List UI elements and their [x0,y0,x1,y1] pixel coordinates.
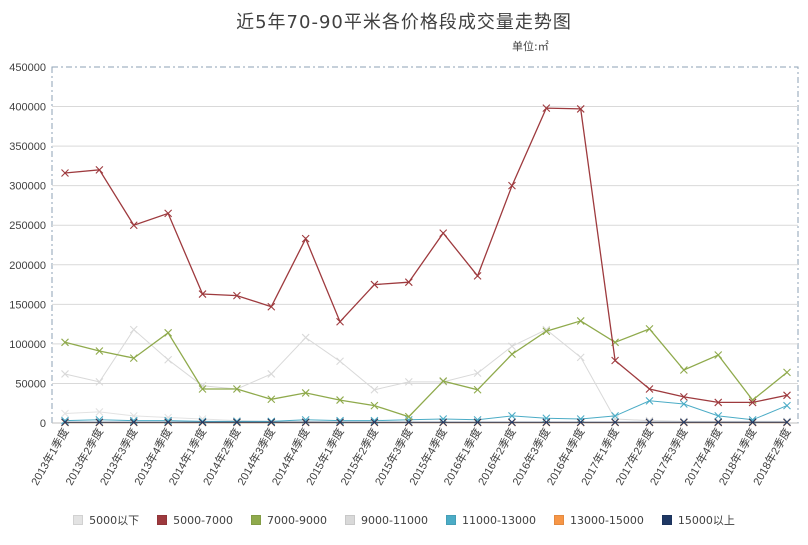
legend-swatch [251,515,261,525]
legend-item: 7000-9000 [251,512,327,528]
legend-swatch [446,515,456,525]
data-point-marker [680,366,687,373]
legend-item: 15000以上 [662,512,735,528]
legend-label: 9000-11000 [361,514,428,527]
series-line [65,108,787,402]
data-point-marker [715,351,722,358]
data-point-marker [474,370,481,377]
data-point-marker [302,235,309,242]
data-point-marker [784,369,791,376]
data-point-marker [337,318,344,325]
data-point-marker [508,351,515,358]
chart-legend: 5000以下 5000-7000 7000-9000 9000-11000 11000-… [0,512,808,528]
y-tick-label: 150000 [9,299,46,311]
legend-swatch [73,515,83,525]
y-tick-label: 50000 [15,378,46,390]
data-point-marker [165,329,172,336]
y-tick-label: 350000 [9,141,46,153]
y-tick-label: 0 [40,418,46,430]
series-line [65,401,787,422]
y-tick-label: 200000 [9,260,46,272]
legend-item: 11000-13000 [446,512,536,528]
y-tick-label: 450000 [9,62,46,74]
data-point-marker [474,272,481,279]
y-tick-label: 100000 [9,339,46,351]
legend-label: 11000-13000 [462,514,536,527]
legend-label: 5000-7000 [173,514,233,527]
legend-item: 5000以下 [73,512,139,528]
data-point-marker [96,378,103,385]
legend-label: 13000-15000 [570,514,644,527]
data-point-marker [577,317,584,324]
data-point-marker [302,334,309,341]
data-point-marker [130,326,137,333]
y-tick-label: 300000 [9,181,46,193]
data-point-marker [646,325,653,332]
series-line [65,330,787,422]
legend-item: 9000-11000 [345,512,428,528]
legend-label: 7000-9000 [267,514,327,527]
data-point-marker [577,354,584,361]
legend-item: 13000-15000 [554,512,644,528]
y-tick-label: 400000 [9,102,46,114]
legend-swatch [554,515,564,525]
legend-label: 5000以下 [89,512,139,528]
legend-label: 15000以上 [678,512,735,528]
y-tick-label: 250000 [9,220,46,232]
series-line [65,321,787,417]
data-point-marker [371,386,378,393]
data-point-marker [337,358,344,365]
legend-swatch [345,515,355,525]
data-point-marker [165,356,172,363]
data-point-marker [440,230,447,237]
data-point-marker [62,370,69,377]
legend-swatch [157,515,167,525]
legend-item: 5000-7000 [157,512,233,528]
data-point-marker [165,210,172,217]
data-point-marker [268,370,275,377]
legend-swatch [662,515,672,525]
data-point-marker [784,402,791,409]
